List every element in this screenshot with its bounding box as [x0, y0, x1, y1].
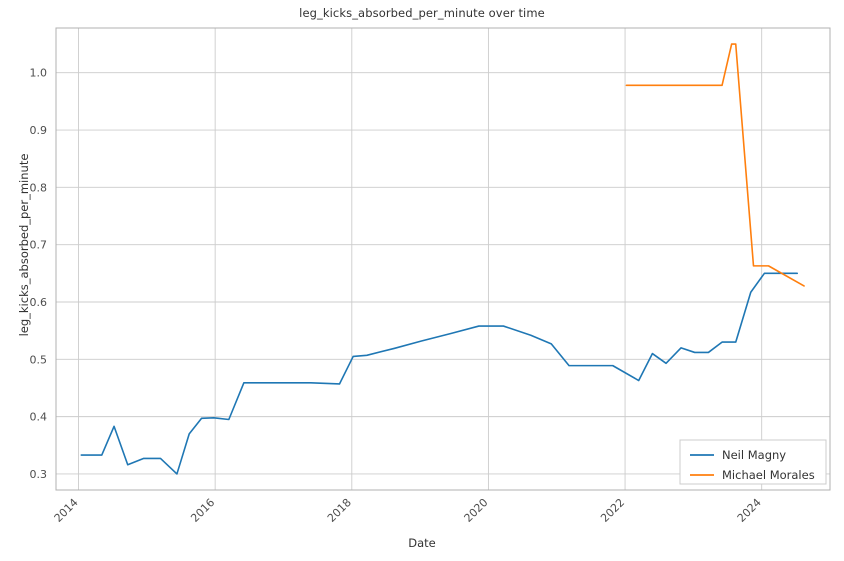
y-tick-label: 1.0 [30, 67, 48, 80]
x-tick-label: 2024 [735, 496, 764, 525]
y-tick-labels: 0.3 0.4 0.5 0.6 0.7 0.8 0.9 1.0 [30, 67, 48, 481]
y-tick-label: 0.8 [30, 181, 48, 194]
x-axis-label: Date [408, 536, 436, 550]
y-tick-label: 0.7 [30, 239, 48, 252]
y-tick-label: 0.6 [30, 296, 48, 309]
legend-label: Neil Magny [722, 448, 786, 462]
data-series [80, 43, 805, 475]
x-tick-label: 2016 [188, 496, 217, 525]
legend-background [679, 439, 827, 485]
x-tick-label: 2020 [462, 496, 491, 525]
x-tick-labels: 2014 2016 2018 2020 2022 2024 [52, 496, 764, 525]
y-tick-label: 0.5 [30, 353, 48, 366]
series-line [80, 272, 799, 475]
y-tick-label: 0.9 [30, 124, 48, 137]
x-tick-label: 2018 [325, 496, 354, 525]
series-line [625, 43, 805, 287]
legend[interactable]: Neil Magny Michael Morales [679, 439, 827, 485]
axes-border [55, 27, 831, 491]
grid-lines [56, 28, 830, 490]
y-tick-label: 0.4 [30, 411, 48, 424]
x-tick-label: 2022 [598, 496, 627, 525]
chart-title: leg_kicks_absorbed_per_minute over time [299, 6, 545, 20]
legend-label: Michael Morales [722, 468, 815, 482]
y-tick-label: 0.3 [30, 468, 48, 481]
x-tick-label: 2014 [52, 496, 81, 525]
plot-background [56, 28, 830, 490]
axes-frame [55, 27, 831, 491]
